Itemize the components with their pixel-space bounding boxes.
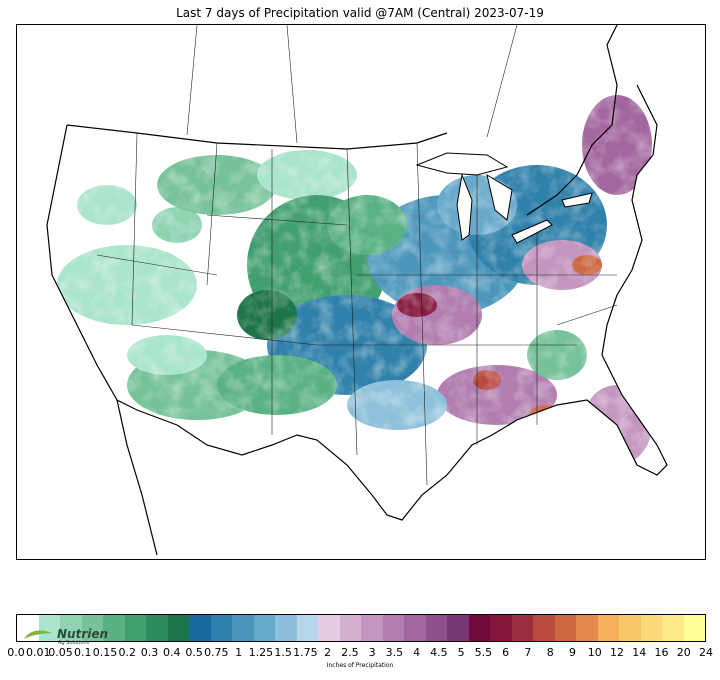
leaf-logo-icon (24, 630, 52, 639)
colorbar-tick: 9 (568, 646, 576, 659)
lake-ontario (561, 192, 593, 208)
colorbar-segment (576, 615, 598, 641)
colorbar-tick: 0.4 (163, 646, 181, 659)
colorbar-segment (339, 615, 361, 641)
colorbar-segment (146, 615, 168, 641)
colorbar-segment (361, 615, 383, 641)
logo-wordmark: Nutrien (57, 627, 109, 641)
colorbar-segment (640, 615, 662, 641)
nutrien-logo: Nutrien Ag Solutions (22, 624, 109, 646)
colorbar-tick: 1.75 (293, 646, 318, 659)
lake-erie (511, 219, 553, 244)
colorbar-segment (189, 615, 211, 641)
colorbar-segment (253, 615, 275, 641)
colorbar-segment (490, 615, 512, 641)
colorbar-tick: 7 (524, 646, 532, 659)
colorbar-segment (597, 615, 619, 641)
colorbar-tick: 1.25 (248, 646, 274, 659)
colorbar-tick: 3.5 (385, 646, 404, 659)
lake-huron (486, 173, 513, 221)
colorbar-segment (447, 615, 469, 641)
colorbar-tick: 4 (413, 646, 421, 659)
colorbar-segment (81, 615, 103, 641)
colorbar-tick: 0.05 (48, 646, 73, 659)
colorbar-tick: 8 (546, 646, 554, 659)
colorbar-tick: 1.5 (274, 646, 292, 659)
colorbar-segment (210, 615, 232, 641)
colorbar-tick: 0.5 (185, 646, 203, 659)
colorbar-tick: 1 (235, 646, 243, 659)
colorbar-tick: 14 (632, 646, 647, 659)
logo-tagline: Ag Solutions (58, 640, 90, 646)
colorbar-segment (425, 615, 447, 641)
colorbar-tick: 5.5 (474, 646, 493, 659)
colorbar-tick: 2 (324, 646, 332, 659)
colorbar-tick: 4.5 (430, 646, 448, 659)
lake-superior (415, 152, 509, 176)
colorbar-segment (60, 615, 82, 641)
colorbar-tick: 0.0 (7, 646, 25, 659)
colorbar-tick: 0.1 (74, 646, 92, 659)
colorbar-tick: 16 (654, 646, 669, 659)
colorbar-tick: 0.01 (26, 646, 51, 659)
colorbar-tick: 2.5 (341, 646, 359, 659)
colorbar-segment (382, 615, 404, 641)
colorbar-segment (662, 615, 684, 641)
colorbar-segment (275, 615, 297, 641)
colorbar-tick: 10 (587, 646, 602, 659)
colorbar-label: Inches of Precipitation (326, 662, 394, 669)
colorbar-segment (554, 615, 576, 641)
colorbar-segment (167, 615, 189, 641)
colorbar-tick: 24 (699, 646, 713, 659)
colorbar-tick: 0.15 (92, 646, 118, 659)
colorbar-segment (683, 615, 705, 641)
colorbar-segment (511, 615, 533, 641)
precipitation-map (16, 24, 706, 560)
colorbar-segment (38, 615, 60, 641)
us-coastline (46, 84, 668, 521)
colorbar-tick-labels: 0.0 0.01 0.05 0.1 0.15 0.2 0.3 0.4 0.5 0.75 1 1.25 1… (7, 646, 713, 660)
colorbar-tick: 12 (609, 646, 624, 659)
colorbar-segment (318, 615, 340, 641)
colorbar-segment (232, 615, 254, 641)
lake-michigan (456, 173, 473, 241)
mexico-coast (116, 399, 158, 556)
canada-coast (526, 25, 618, 216)
colorbar-tick: 0.2 (118, 646, 137, 659)
colorbar-tick: 6 (502, 646, 510, 659)
colorbar-segment (404, 615, 426, 641)
colorbar-tick: 0.3 (140, 646, 159, 659)
colorbar-tick: 20 (676, 646, 691, 659)
colorbar-segment (124, 615, 146, 641)
colorbar-segment (468, 615, 490, 641)
canada-border (66, 124, 448, 150)
colorbar-tick: 5 (457, 646, 465, 659)
colorbar-tick: 0.75 (204, 646, 229, 659)
colorbar-segment (103, 615, 125, 641)
colorbar-segment (619, 615, 641, 641)
map-title: Last 7 days of Precipitation valid @7AM … (176, 6, 544, 20)
precipitation-colorbar (16, 614, 706, 642)
colorbar-tick: 3 (368, 646, 376, 659)
colorbar-segment (296, 615, 318, 641)
colorbar-segment (533, 615, 555, 641)
